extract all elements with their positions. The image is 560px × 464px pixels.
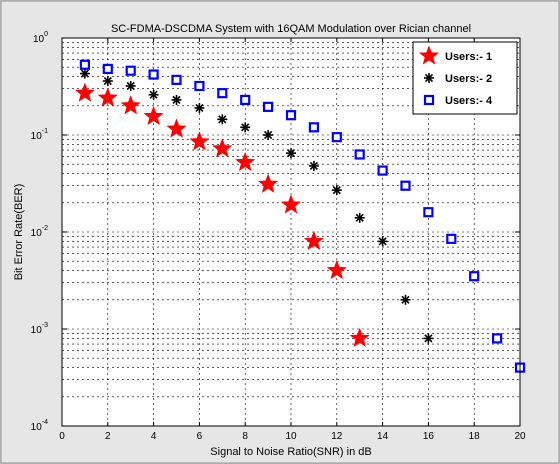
data-point-star: [212, 138, 233, 158]
legend-marker-asterisk: [424, 73, 434, 83]
data-point-asterisk: [331, 185, 342, 196]
legend-marker-square: [423, 94, 435, 106]
data-point-square: [377, 165, 388, 176]
x-tick-label: 14: [377, 431, 389, 442]
data-point-square: [263, 101, 274, 112]
data-point-star: [349, 327, 370, 348]
data-point-star: [166, 118, 187, 138]
data-point-square: [79, 59, 91, 70]
data-point-square: [308, 122, 319, 133]
data-marks: [74, 59, 526, 373]
y-tick-label: 10-2: [31, 225, 48, 239]
data-point-asterisk: [286, 148, 296, 159]
data-point-asterisk: [171, 94, 182, 105]
data-point-square: [423, 207, 434, 218]
data-point-square: [492, 333, 503, 344]
x-tick-label: 0: [59, 431, 65, 442]
x-tick-label: 4: [151, 431, 157, 442]
x-axis-label: Signal to Noise Ratio(SNR) in dB: [210, 446, 371, 458]
data-point-asterisk: [240, 122, 251, 133]
data-point-asterisk: [102, 76, 113, 87]
x-tick-label: 12: [331, 431, 343, 442]
legend-marker-star: [418, 45, 440, 65]
y-tick-label: 10-4: [31, 419, 48, 433]
data-point-star: [280, 194, 302, 214]
legend: Users:- 1 Users:- 2 Users:- 4: [412, 41, 518, 115]
legend-label: Users:- 2: [445, 73, 492, 85]
data-point-star: [143, 105, 164, 126]
legend-label: Users:- 1: [445, 51, 492, 63]
x-tick-label: 6: [197, 431, 203, 442]
data-point-star: [326, 259, 347, 280]
y-axis-label: Bit Error Rate(BER): [13, 184, 25, 281]
x-tick-label: 8: [242, 431, 248, 442]
y-tick-label: 10-1: [31, 128, 48, 142]
data-point-square: [400, 180, 411, 191]
data-point-asterisk: [194, 102, 205, 113]
data-point-star: [189, 131, 210, 151]
data-point-asterisk: [79, 68, 90, 79]
data-point-square: [469, 271, 480, 282]
data-point-asterisk: [148, 89, 159, 100]
grid: [62, 38, 520, 426]
axis-ticks: 0 2 4 6 8 10 12 14 16 18 20 100 10-1 10-2 10-3 10-4: [31, 31, 526, 442]
x-tick-label: 16: [423, 431, 435, 442]
chart-title: SC-FDMA-DSCDMA System with 16QAM Modulat…: [111, 23, 471, 35]
data-point-square: [171, 74, 182, 85]
data-point-asterisk: [217, 114, 228, 125]
y-tick-label: 100: [33, 31, 48, 45]
data-point-star: [74, 82, 96, 102]
x-tick-label: 10: [285, 431, 297, 442]
legend-label: Users:- 4: [445, 95, 493, 107]
data-point-star: [257, 173, 279, 193]
data-point-square: [354, 149, 365, 160]
y-tick-label: 10-3: [31, 322, 48, 336]
x-tick-label: 18: [469, 431, 481, 442]
data-point-square: [148, 69, 159, 80]
data-point-star: [120, 95, 141, 115]
data-point-asterisk: [354, 212, 365, 223]
data-point-square: [194, 80, 205, 92]
data-point-star: [303, 230, 325, 251]
data-point-square: [217, 88, 228, 99]
data-point-asterisk: [377, 236, 388, 247]
data-point-square: [102, 63, 113, 75]
data-point-square: [125, 65, 136, 76]
data-point-asterisk: [423, 333, 434, 344]
data-point-square: [446, 233, 457, 244]
data-point-asterisk: [308, 160, 319, 171]
data-point-star: [97, 87, 118, 107]
x-tick-label: 20: [514, 431, 526, 442]
x-tick-label: 2: [105, 431, 111, 442]
data-point-asterisk: [400, 294, 411, 305]
data-point-square: [331, 132, 342, 143]
plot-frame: [61, 37, 521, 427]
data-point-asterisk: [263, 130, 274, 140]
data-point-square: [285, 110, 297, 121]
data-point-square: [240, 94, 251, 106]
data-point-star: [235, 151, 256, 172]
data-point-asterisk: [125, 81, 136, 92]
